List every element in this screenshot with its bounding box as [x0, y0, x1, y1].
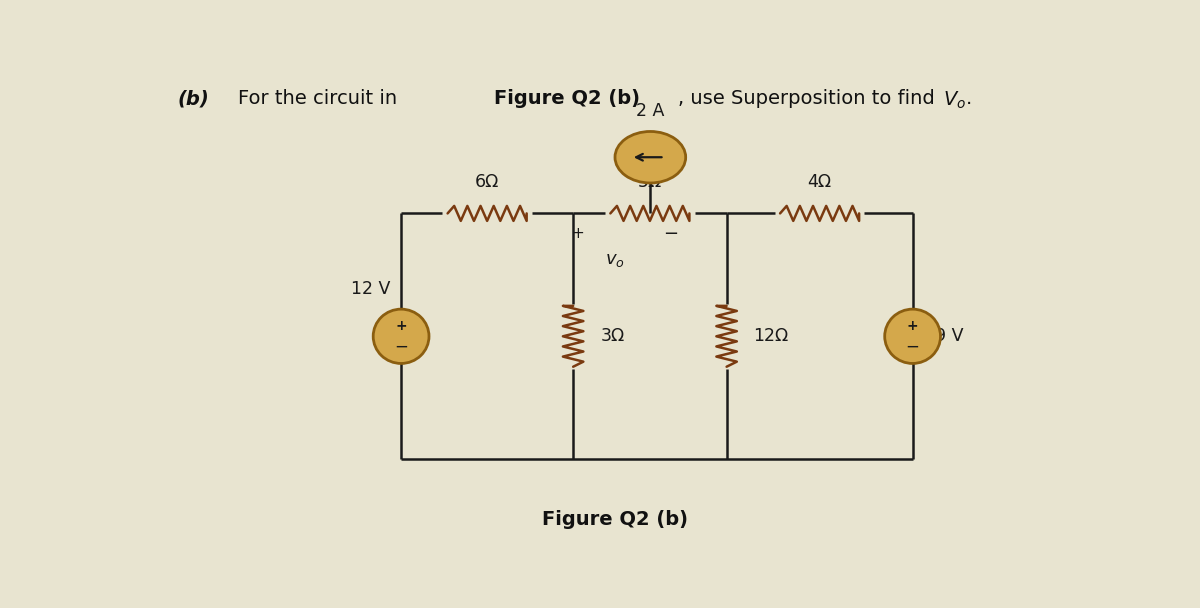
- Text: 5Ω: 5Ω: [637, 173, 662, 191]
- Ellipse shape: [373, 309, 430, 364]
- Text: $V_o$: $V_o$: [943, 89, 966, 111]
- Text: 4Ω: 4Ω: [808, 173, 832, 191]
- Ellipse shape: [884, 309, 941, 364]
- Text: 6Ω: 6Ω: [475, 173, 499, 191]
- Text: $v_o$: $v_o$: [605, 251, 625, 269]
- Text: 19 V: 19 V: [924, 327, 964, 345]
- Text: −: −: [394, 337, 408, 356]
- Text: 12 V: 12 V: [350, 280, 390, 299]
- Text: For the circuit in: For the circuit in: [239, 89, 403, 108]
- Text: .: .: [966, 89, 972, 108]
- Text: Figure Q2 (b): Figure Q2 (b): [494, 89, 640, 108]
- Text: Figure Q2 (b): Figure Q2 (b): [542, 511, 688, 530]
- Text: 2 A: 2 A: [636, 102, 665, 120]
- Text: 12Ω: 12Ω: [752, 327, 788, 345]
- Text: +: +: [907, 319, 918, 333]
- Ellipse shape: [616, 131, 685, 183]
- Text: −: −: [664, 224, 678, 243]
- Text: , use Superposition to find: , use Superposition to find: [678, 89, 941, 108]
- Text: −: −: [906, 337, 919, 356]
- Text: +: +: [395, 319, 407, 333]
- Text: (b): (b): [178, 89, 210, 108]
- Text: +: +: [571, 226, 584, 241]
- Text: 3Ω: 3Ω: [601, 327, 625, 345]
